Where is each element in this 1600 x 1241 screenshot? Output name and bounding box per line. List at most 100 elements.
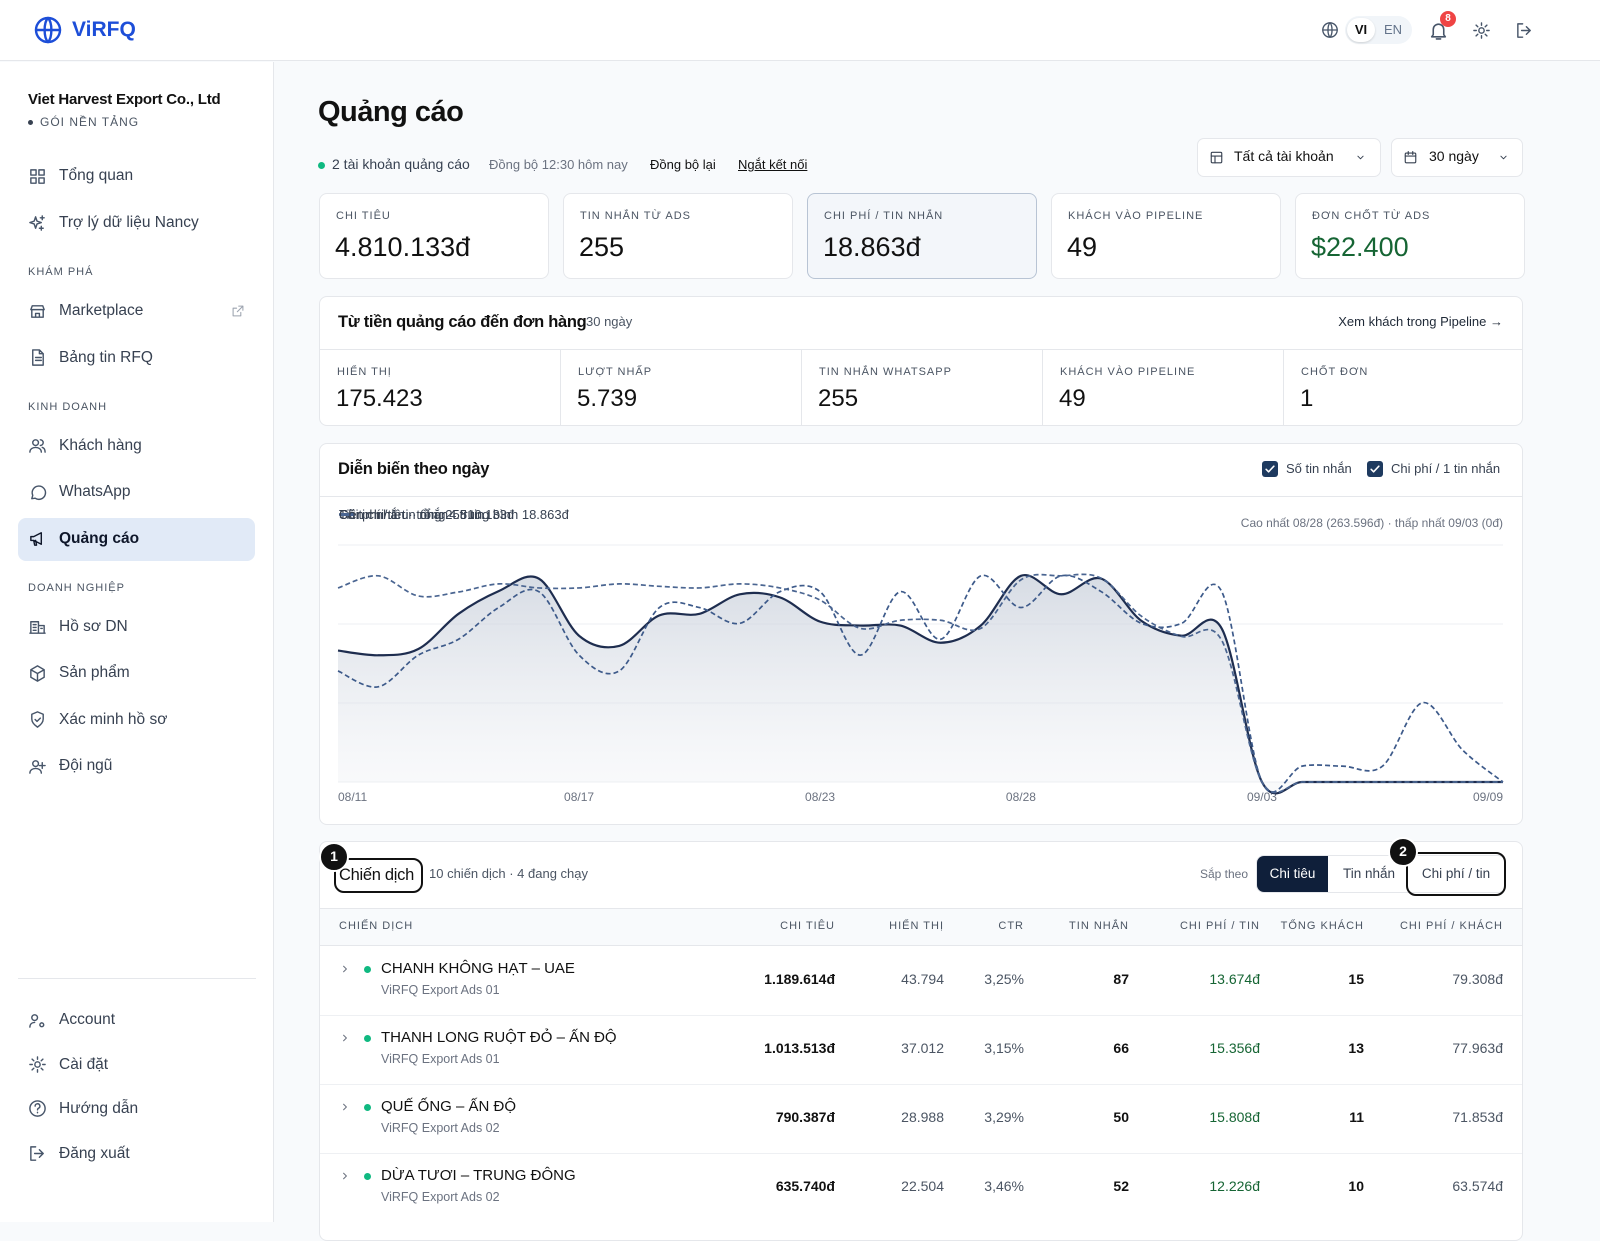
icon — [1473, 21, 1490, 39]
nav-item[interactable]: Hồ sơ DN — [59, 617, 128, 635]
checkbox[interactable] — [1367, 461, 1383, 477]
nav-item[interactable]: Hướng dẫn — [59, 1100, 139, 1118]
icon — [30, 664, 45, 682]
nav-item[interactable]: Sản phẩm — [59, 664, 130, 682]
x-tick-label: 09/03 — [1247, 790, 1277, 804]
legend-swatch — [339, 512, 354, 516]
column-header: TIN NHẮN — [1069, 920, 1129, 933]
nav-item[interactable]: Tổng quan — [59, 167, 134, 185]
tour-step: 2 — [1399, 843, 1407, 860]
icon-part — [38, 168, 45, 176]
icon — [1370, 465, 1380, 473]
sync-status: Đồng bộ 12:30 hôm nay — [489, 156, 628, 172]
account-filter-label[interactable]: Tất cả tài khoản — [1234, 148, 1334, 165]
kpi-label: CHI PHÍ / TIN NHẮN — [824, 210, 944, 223]
status-dot — [318, 162, 325, 169]
tour-highlight — [334, 858, 423, 893]
language-option[interactable]: VI — [1354, 21, 1368, 37]
icon — [30, 304, 45, 318]
campaign-name[interactable]: CHANH KHÔNG HẠT – UAE — [381, 959, 575, 977]
icon-part — [30, 664, 45, 682]
icon — [29, 1056, 46, 1073]
icon-part — [232, 305, 244, 317]
kpi-card[interactable] — [1051, 193, 1281, 279]
resync[interactable]: Đồng bộ lại — [650, 156, 716, 172]
sort-active[interactable] — [1257, 856, 1328, 892]
period-filter-label[interactable]: 30 ngày — [1429, 148, 1479, 165]
campaign-name[interactable]: QUẾ ỐNG – ẤN ĐỘ — [381, 1097, 517, 1115]
toggle-label[interactable]: Số tin nhắn — [1286, 460, 1352, 476]
nav-item[interactable]: Bảng tin RFQ — [59, 348, 153, 366]
icon — [1210, 151, 1223, 163]
kpi-card[interactable] — [807, 193, 1037, 279]
campaign-name[interactable]: THANH LONG RUỘT ĐỎ – ẤN ĐỘ — [381, 1028, 617, 1046]
icon-part — [29, 621, 46, 634]
chart-divider — [320, 496, 1522, 497]
icon-part — [1370, 465, 1380, 473]
icon — [1322, 22, 1338, 38]
kpi-card[interactable] — [1295, 193, 1525, 279]
nav-item[interactable]: Khách hàng — [59, 436, 142, 454]
cell: 3,29% — [984, 1109, 1024, 1126]
icon — [1517, 22, 1531, 38]
icon-part — [32, 759, 40, 767]
icon — [29, 621, 46, 634]
period-filter[interactable] — [1391, 138, 1523, 177]
icon-part — [343, 1034, 347, 1042]
icon-part — [30, 532, 43, 546]
accounts: 2 tài khoản quảng cáo — [332, 156, 470, 173]
kpi-card[interactable] — [563, 193, 793, 279]
campaign-card — [319, 841, 1523, 1241]
campaign-name[interactable]: DỪA TƯƠI – TRUNG ĐÔNG — [381, 1166, 576, 1184]
nav-item[interactable]: Đăng xuất — [59, 1144, 130, 1162]
icon — [31, 484, 47, 500]
account-filter[interactable] — [1197, 138, 1381, 177]
tour-highlight[interactable] — [1406, 852, 1506, 896]
kpi-value: 49 — [1067, 232, 1098, 263]
nav-item[interactable]: Trợ lý dữ liệu Nancy — [59, 214, 199, 232]
nav-item[interactable]: Xác minh hồ sơ — [59, 710, 168, 728]
icon — [29, 759, 46, 774]
nav-item[interactable]: Đội ngũ — [59, 757, 113, 775]
toggle-label[interactable]: Chi phí / 1 tin nhắn — [1391, 460, 1501, 476]
column-header: HIỂN THỊ — [889, 920, 944, 933]
cell: 50 — [1113, 1109, 1129, 1126]
nav-item[interactable]: Quảng cáo — [59, 529, 140, 547]
icon — [29, 214, 45, 231]
language-active — [1347, 18, 1375, 42]
nav-item[interactable]: WhatsApp — [59, 483, 131, 501]
checkbox[interactable] — [1262, 461, 1278, 477]
nav-item[interactable]: Account — [59, 1011, 116, 1029]
disconnect[interactable]: Ngắt kết nối — [738, 156, 808, 172]
cell: 66 — [1113, 1040, 1129, 1057]
icon — [343, 1034, 347, 1042]
campaign-account: ViRFQ Export Ads 01 — [381, 983, 500, 998]
tour-badge — [1388, 837, 1418, 867]
nav-item[interactable]: Cài đặt — [59, 1055, 109, 1073]
cell: 15 — [1348, 971, 1364, 988]
x-tick-label: 08/23 — [805, 790, 835, 804]
cell: 1.013.513đ — [764, 1040, 835, 1057]
sort-option[interactable]: Chi phí / tin — [1421, 865, 1491, 881]
cell: 1.189.614đ — [764, 971, 835, 988]
icon-part — [1322, 22, 1338, 38]
icon-part — [1210, 154, 1223, 163]
series-line — [337, 573, 1503, 794]
kpi-card[interactable] — [319, 193, 549, 279]
icon-part — [38, 176, 45, 184]
legend-label: Chi phí / 1 tin nhắn · trung bình 18.863… — [339, 506, 569, 522]
sort-option[interactable]: Chi tiêu — [1269, 865, 1316, 881]
brand: ViRFQ — [72, 17, 136, 41]
icon-part — [343, 965, 347, 973]
funnel-link[interactable]: Xem khách trong Pipeline → — [1338, 313, 1503, 329]
nav-item[interactable]: Marketplace — [59, 302, 144, 320]
sort-option[interactable]: Tin nhắn — [1342, 865, 1396, 881]
icon — [1500, 155, 1507, 159]
icon-part — [31, 484, 47, 500]
step-label: LƯỢT NHẤP — [578, 366, 653, 379]
kpi-value: 18.863đ — [823, 232, 921, 263]
tour-step: 1 — [330, 848, 338, 865]
step-value: 49 — [1059, 385, 1086, 413]
language-option[interactable]: EN — [1383, 21, 1403, 37]
cell: 63.574đ — [1452, 1178, 1503, 1195]
